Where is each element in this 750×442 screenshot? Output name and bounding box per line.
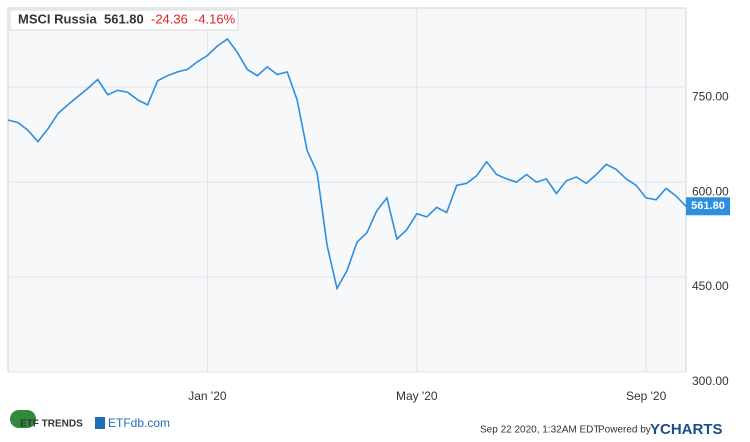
timestamp: Sep 22 2020, 1:32AM EDT. bbox=[480, 425, 601, 436]
powered-by: Powered by bbox=[598, 425, 651, 436]
y-tick-label: 300.00 bbox=[692, 374, 729, 388]
y-tick-label: 750.00 bbox=[692, 89, 729, 103]
y-tick-label: 600.00 bbox=[692, 184, 729, 198]
x-tick-label: May '20 bbox=[396, 389, 438, 403]
header-box bbox=[9, 9, 239, 31]
change: -24.36 bbox=[151, 11, 188, 26]
logo-etfdb: ETFdb.com bbox=[108, 416, 170, 430]
price: 561.80 bbox=[104, 11, 144, 26]
logo-icon bbox=[10, 410, 36, 428]
x-tick-label: Sep '20 bbox=[626, 389, 667, 403]
price-tag-label: 561.80 bbox=[691, 200, 725, 212]
price-tag bbox=[686, 197, 730, 216]
plot-area bbox=[7, 7, 687, 373]
grid bbox=[8, 8, 686, 373]
chart-title: MSCI Russia bbox=[18, 11, 98, 26]
y-tick-label: 450.00 bbox=[692, 279, 729, 293]
brand: YCHARTS bbox=[650, 421, 723, 438]
logo-etftrends: ETF TRENDS bbox=[20, 419, 83, 430]
marks bbox=[7, 37, 687, 291]
change-pct: -4.16% bbox=[194, 11, 236, 26]
logo-icon bbox=[95, 417, 105, 429]
x-tick-label: Jan '20 bbox=[188, 389, 227, 403]
line bbox=[7, 37, 687, 291]
